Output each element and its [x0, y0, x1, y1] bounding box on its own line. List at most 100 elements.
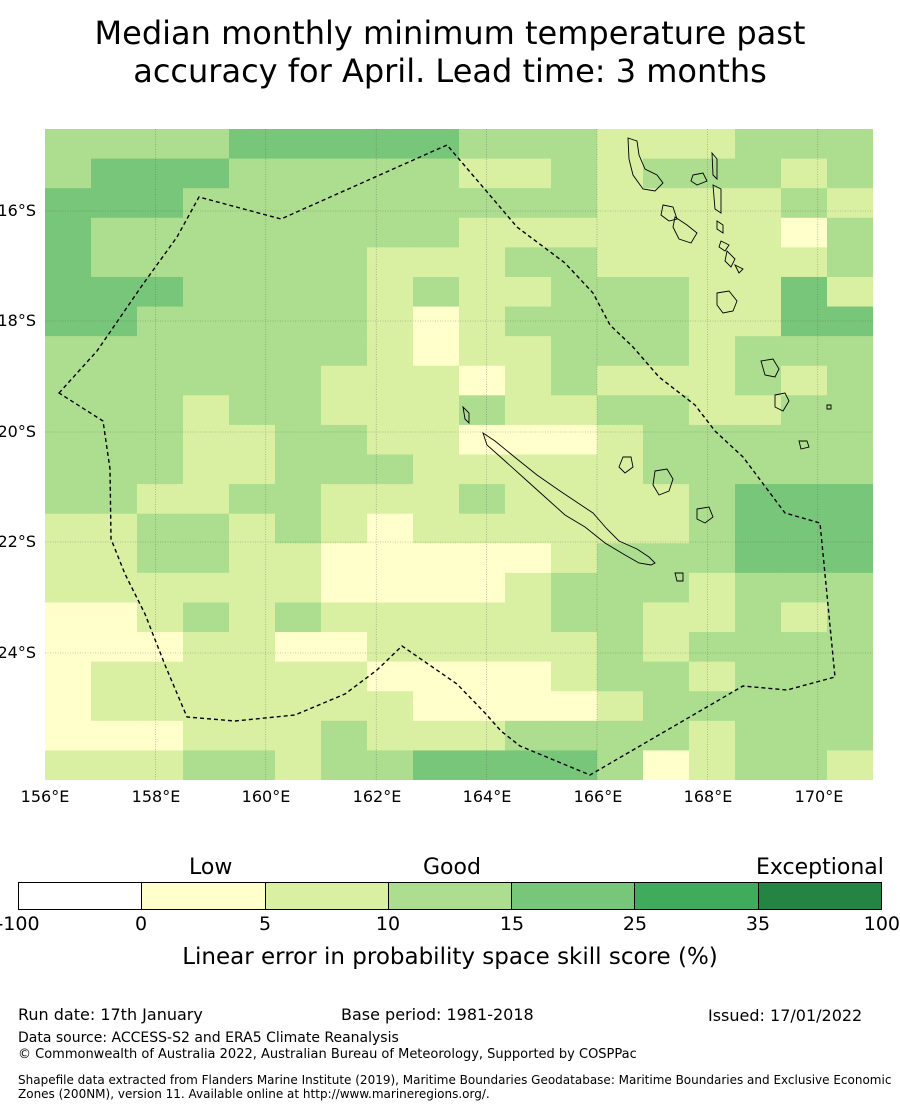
grid-cell [781, 484, 828, 515]
grid-cell [643, 661, 690, 692]
grid-cell [229, 188, 276, 219]
grid-cell [275, 129, 322, 160]
grid-cell [137, 129, 184, 160]
grid-cell [275, 750, 322, 780]
grid-cell [45, 424, 92, 455]
grid-cell [321, 750, 368, 780]
run-date: Run date: 17th January [18, 1005, 203, 1024]
grid-cell [91, 424, 138, 455]
grid-cell [735, 454, 782, 485]
grid-cell [183, 661, 230, 692]
grid-cell [505, 276, 552, 308]
grid-cell [367, 691, 414, 722]
grid-cell [367, 720, 414, 751]
grid-cell [689, 395, 736, 426]
grid-cell [321, 424, 368, 455]
grid-cell [689, 276, 736, 308]
colorbar-tick-0: 0 [134, 913, 148, 935]
grid-cell [275, 632, 322, 663]
grid-cell [45, 513, 92, 544]
grid-cell [689, 336, 736, 367]
grid-cell [183, 632, 230, 663]
grid-cell [137, 188, 184, 219]
grid-cell [183, 602, 230, 633]
grid-cell [781, 543, 828, 574]
grid-cell [735, 306, 782, 337]
base-period: Base period: 1981-2018 [341, 1005, 534, 1024]
grid-cell [275, 661, 322, 692]
grid-cell [459, 484, 506, 515]
grid-cell [413, 247, 460, 278]
grid-cell [45, 750, 92, 780]
grid-cell [643, 720, 690, 751]
grid-cell [597, 217, 644, 248]
lat-label-22s: 22°S [0, 532, 36, 551]
grid-cell [551, 217, 598, 248]
grid-cell [597, 158, 644, 189]
grid-cell [597, 720, 644, 751]
grid-cell [551, 750, 598, 780]
grid-cell [505, 720, 552, 751]
grid-cell [229, 365, 276, 396]
grid-cell [183, 543, 230, 574]
grid-cell [137, 572, 184, 603]
grid-cell [275, 395, 322, 426]
grid-cell [689, 602, 736, 633]
grid-cell [459, 336, 506, 367]
colorbar-tick-5: 5 [258, 913, 272, 935]
grid-cell [689, 543, 736, 574]
grid-cell [45, 247, 92, 278]
grid-cell [137, 454, 184, 485]
grid-cell [275, 720, 322, 751]
grid-cell [275, 484, 322, 515]
grid-cell [827, 691, 873, 722]
colorbar-category-good: Good [423, 855, 481, 880]
grid-cell [735, 158, 782, 189]
grid-cell [459, 513, 506, 544]
grid-cell [183, 217, 230, 248]
grid-cell [459, 602, 506, 633]
grid-cell [321, 720, 368, 751]
grid-cell [551, 691, 598, 722]
grid-cell [689, 424, 736, 455]
skill-grid-cells [45, 129, 873, 780]
grid-cell [367, 602, 414, 633]
colorbar-swatch-6 [635, 883, 759, 909]
grid-cell [229, 543, 276, 574]
grid-cell [781, 247, 828, 278]
grid-cell [781, 691, 828, 722]
grid-cell [735, 424, 782, 455]
grid-cell [597, 543, 644, 574]
grid-cell [367, 395, 414, 426]
colorbar-swatch-1 [19, 883, 143, 909]
grid-cell [827, 129, 873, 160]
grid-cell [597, 424, 644, 455]
grid-cell [551, 365, 598, 396]
map-canvas [45, 129, 873, 780]
grid-cell [91, 365, 138, 396]
lat-label-16s: 16°S [0, 201, 36, 220]
grid-cell [735, 217, 782, 248]
grid-cell [643, 691, 690, 722]
grid-cell [551, 424, 598, 455]
skill-map[interactable] [45, 129, 873, 780]
grid-cell [459, 691, 506, 722]
grid-cell [321, 661, 368, 692]
grid-cell [367, 306, 414, 337]
grid-cell [229, 454, 276, 485]
grid-cell [551, 454, 598, 485]
grid-cell [91, 484, 138, 515]
grid-cell [505, 365, 552, 396]
grid-cell [597, 336, 644, 367]
grid-cell [505, 484, 552, 515]
grid-cell [91, 572, 138, 603]
grid-cell [91, 454, 138, 485]
grid-cell [275, 247, 322, 278]
colorbar-tick-100: 100 [863, 913, 900, 935]
grid-cell [367, 632, 414, 663]
grid-cell [689, 454, 736, 485]
colorbar-title: Linear error in probability space skill … [182, 944, 718, 970]
grid-cell [183, 336, 230, 367]
grid-cell [183, 691, 230, 722]
grid-cell [413, 336, 460, 367]
